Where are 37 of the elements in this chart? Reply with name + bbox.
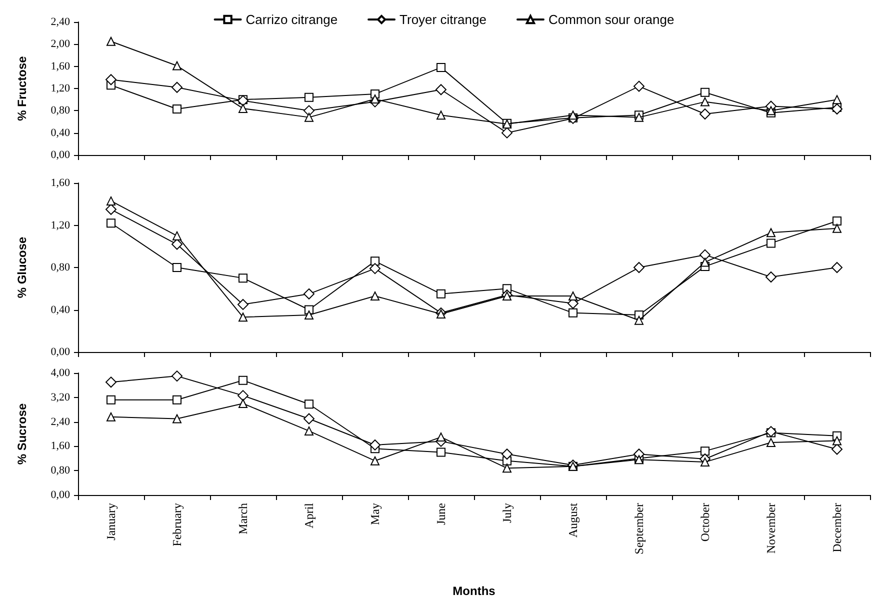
y-axis-title: % Sucrose [15,402,29,465]
x-tick-label: April [302,502,316,528]
x-tick-label: March [236,503,250,534]
x-axis-title: Months [452,584,496,598]
y-tick-label: 3,20 [50,391,70,404]
y-tick-label: 2,00 [50,38,70,50]
y-tick-label: 1,20 [50,82,70,94]
x-tick-label: May [368,503,382,525]
x-tick-label: February [170,503,184,546]
y-tick-label: 0,40 [50,126,70,139]
y-tick-label: 1,20 [50,219,70,232]
y-axis-title: % Fructose [15,56,29,121]
y-tick-label: 2,40 [50,16,70,28]
y-tick-label: 0,80 [50,104,70,117]
y-tick-label: 0,00 [50,489,70,501]
legend-label: Common sour orange [548,12,674,27]
x-tick-label: December [830,503,844,552]
y-tick-label: 4,00 [50,367,70,379]
y-tick-label: 0,80 [50,262,70,274]
x-tick-label: June [434,503,448,525]
x-tick-label: August [566,502,580,538]
legend-label: Carrizo citrange [246,12,338,27]
y-tick-label: 1,60 [50,60,70,72]
y-tick-label: 1,60 [50,440,70,452]
x-tick-label: November [764,503,778,554]
x-tick-label: September [632,503,646,554]
y-tick-label: 0,80 [50,464,70,477]
y-tick-label: 0,40 [50,304,70,316]
y-tick-label: 0,00 [50,346,70,358]
y-tick-label: 0,00 [50,149,70,161]
y-tick-label: 2,40 [50,416,70,428]
x-tick-label: October [698,503,712,542]
x-tick-label: July [500,503,514,524]
x-tick-label: January [104,503,118,540]
y-tick-label: 1,60 [50,177,70,189]
y-axis-title: % Glucose [15,236,29,298]
legend-label: Troyer citrange [400,12,486,27]
